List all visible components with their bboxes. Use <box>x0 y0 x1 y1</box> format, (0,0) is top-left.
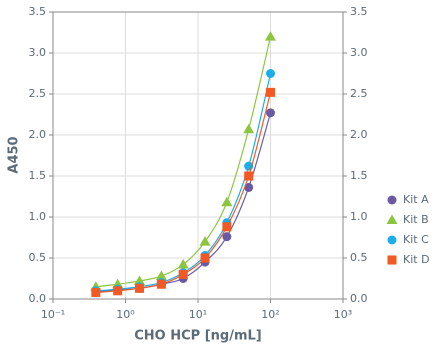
x-tick-label: 10⁰ <box>116 308 135 321</box>
x-tick-label: 10⁻¹ <box>41 308 65 321</box>
marker <box>266 69 275 78</box>
marker <box>91 287 101 297</box>
marker <box>156 279 166 289</box>
y-tick-label: 1.5 <box>29 169 47 182</box>
x-tick-label: 10² <box>261 308 279 321</box>
y-tick-label: 2.0 <box>29 128 47 141</box>
marker <box>266 108 275 118</box>
marker <box>200 253 210 263</box>
legend-marker <box>387 195 397 205</box>
marker <box>134 275 146 285</box>
y-tick-label: 3.5 <box>29 5 47 18</box>
marker <box>177 259 189 269</box>
legend-marker <box>387 255 397 265</box>
y2-tick-label: 1.0 <box>350 210 368 223</box>
legend-marker <box>387 235 397 245</box>
marker <box>221 196 233 207</box>
y-tick-label: 2.5 <box>29 87 47 100</box>
y2-tick-label: 3.0 <box>350 46 368 59</box>
legend-marker <box>386 214 398 224</box>
y-tick-label: 3.0 <box>29 46 47 59</box>
plot-frame <box>52 11 344 300</box>
legend-label: Kit D <box>403 253 430 266</box>
x-axis-title: CHO HCP [ng/mL] <box>134 329 262 344</box>
y2-tick-label: 0.0 <box>350 292 368 305</box>
y2-tick-label: 0.5 <box>350 251 368 264</box>
legend-label: Kit C <box>403 233 429 246</box>
marker <box>135 283 145 293</box>
marker <box>155 270 167 281</box>
marker <box>222 222 232 232</box>
y-tick-label: 0.0 <box>29 292 47 305</box>
marker <box>243 123 255 134</box>
legend-label: Kit B <box>403 213 429 226</box>
marker <box>265 31 276 41</box>
y-tick-label: 1.0 <box>29 210 47 223</box>
marker <box>178 269 188 279</box>
marker <box>244 182 254 192</box>
marker <box>244 171 254 181</box>
y-axis-title: A450 <box>7 136 22 173</box>
x-tick-label: 10³ <box>334 308 352 321</box>
x-tick-label: 10¹ <box>189 308 207 321</box>
marker <box>266 87 275 97</box>
fit-curve <box>95 36 272 288</box>
y2-tick-label: 1.5 <box>350 169 368 182</box>
y2-tick-label: 2.0 <box>350 128 368 141</box>
legend-label: Kit A <box>403 193 429 206</box>
marker <box>113 286 123 296</box>
y2-tick-label: 3.5 <box>350 5 368 18</box>
y2-tick-label: 2.5 <box>350 87 368 100</box>
marker <box>199 236 211 246</box>
marker <box>222 232 232 242</box>
y-tick-label: 0.5 <box>29 251 47 264</box>
